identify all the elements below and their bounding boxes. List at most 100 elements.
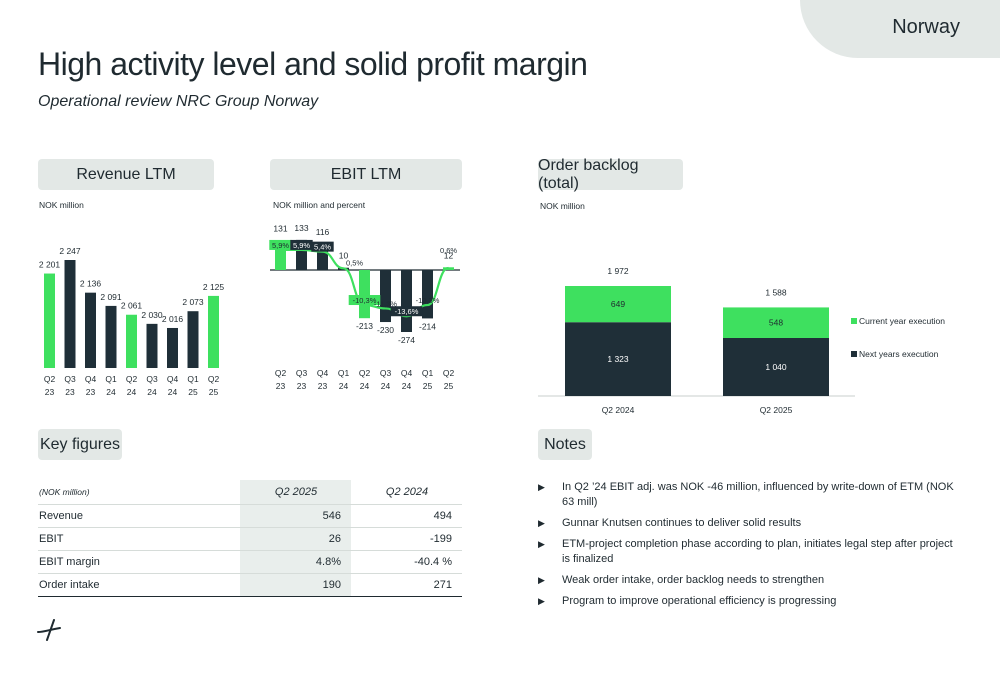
triangle-right-icon: ▶ [538,482,545,492]
revenue-tick-year: 24 [106,387,116,397]
ebit-margin-label: -10,3% [353,296,377,305]
revenue-bar [187,311,199,368]
ebit-tick-year: 23 [276,381,286,391]
ebit-value-label: -214 [419,321,436,331]
ebit-chart: 131 Q2 23 133 Q3 23 116 Q4 23 10 Q1 24 -213 Q2 24 -230 Q… [269,223,460,391]
ebit-margin-label-bg [390,306,423,317]
revenue-tick-quarter: Q3 [64,374,76,384]
list-item: ▶ Program to improve operational efficien… [538,594,958,609]
revenue-bar [85,292,96,368]
ebit-tick-year: 24 [339,381,349,391]
ebit-value-label: -274 [398,335,415,345]
revenue-tick-quarter: Q2 [126,374,138,384]
ebit-tick-year: 23 [297,381,307,391]
ebit-tick-quarter: Q3 [296,368,308,378]
ebit-tick-quarter: Q1 [422,368,434,378]
table-header-q2-2024: Q2 2024 [351,480,462,505]
revenue-tick-quarter: Q2 [44,374,56,384]
table-row: Revenue 546 494 [38,504,462,528]
backlog-bar-next-years [723,337,829,396]
corner-tab [800,0,1000,58]
country-label: Norway [892,16,960,38]
row-value-q2-2025: 4.8% [240,550,351,574]
revenue-tick-year: 23 [65,387,75,397]
ebit-section-header: EBIT LTM [270,159,462,190]
backlog-total-label: 1 588 [765,287,787,297]
revenue-bar [167,327,178,368]
row-value-q2-2024: -199 [351,527,462,551]
ebit-value-label: 10 [339,251,349,261]
table-header-q2-2025: Q2 2025 [240,480,351,505]
row-value-q2-2024: -40.4 % [351,550,462,574]
ebit-bar [401,270,412,332]
revenue-bar [126,314,137,368]
revenue-chart: 2 201 Q2 23 2 247 Q3 23 2 136 Q4 23 2 091 Q1 24 2 06… [39,246,225,397]
notes-list: ▶ In Q2 ’24 EBIT adj. was NOK -46 million… [538,480,958,615]
row-label: Order intake [38,573,240,597]
backlog-current-year-label: 548 [769,318,783,328]
ebit-value-label: -213 [356,321,373,331]
row-value-q2-2025: 26 [240,527,351,551]
revenue-bar [44,273,55,368]
ebit-tick-quarter: Q2 [359,368,371,378]
revenue-unit-label: NOK million [39,200,84,210]
table-header-label: (NOK million) [38,480,240,505]
revenue-section-header: Revenue LTM [38,159,214,190]
revenue-tick-year: 25 [188,387,198,397]
ebit-bar [359,270,370,319]
ebit-margin-label: 5,4% [314,243,331,252]
ebit-tick-quarter: Q4 [317,368,329,378]
row-label: EBIT [38,527,240,551]
revenue-value-label: 2 201 [39,260,61,270]
list-item: ▶ Gunnar Knutsen continues to deliver sol… [538,516,958,531]
ebit-bar [317,243,328,270]
backlog-bar-current-year [565,286,671,323]
table-row: EBIT 26 -199 [38,527,462,551]
note-text: Weak order intake, order backlog needs t… [562,574,825,586]
ebit-margin-label: -13,6% [395,307,419,316]
row-value-q2-2025: 190 [240,573,351,597]
ebit-value-label: 131 [273,223,287,233]
revenue-bar [208,295,219,368]
revenue-tick-year: 25 [209,387,219,397]
nrc-logo-icon [37,619,61,641]
page-title: High activity level and solid profit mar… [38,46,588,82]
row-label: Revenue [38,504,240,528]
triangle-right-icon: ▶ [538,596,545,606]
revenue-bar [146,323,158,368]
table-row: EBIT margin 4.8% -40.4 % [38,550,462,574]
ebit-tick-quarter: Q2 [443,368,455,378]
backlog-tick-label: Q2 2025 [760,405,793,415]
row-label: EBIT margin [38,550,240,574]
ebit-tick-year: 25 [444,381,454,391]
ebit-margin-label-bg [311,241,334,252]
backlog-bar-current-year [723,307,829,338]
revenue-tick-quarter: Q4 [85,374,97,384]
revenue-tick-year: 24 [127,387,137,397]
backlog-next-years-label: 1 040 [765,362,787,372]
ebit-margin-label: -10,3% [416,296,440,305]
revenue-bar [105,305,117,368]
legend-swatch-current-year [851,318,857,324]
backlog-chart: 1 323 649 1 972 Q2 2024 1 040 548 1 588 Q2 2025… [538,266,945,415]
ebit-margin-label-bg [290,239,313,250]
ebit-unit-label: NOK million and percent [273,200,366,210]
revenue-value-label: 2 016 [162,314,184,324]
backlog-bar-next-years [565,322,671,396]
ebit-value-label: 116 [316,227,330,237]
ebit-value-label: -230 [377,325,394,335]
ebit-bar [422,270,433,319]
row-value-q2-2025: 546 [240,504,351,528]
revenue-tick-quarter: Q4 [167,374,179,384]
revenue-value-label: 2 091 [100,292,122,302]
revenue-value-label: 2 073 [182,297,204,307]
page-subtitle: Operational review NRC Group Norway [38,93,319,110]
ebit-margin-label: 0,6% [440,246,457,255]
backlog-section-header: Order backlog (total) [538,157,683,192]
ebit-tick-quarter: Q2 [275,368,287,378]
notes-section-header: Notes [538,429,592,460]
revenue-value-label: 2 061 [121,301,143,311]
backlog-next-years-label: 1 323 [607,354,629,364]
table-header-row: (NOK million) Q2 2025 Q2 2024 [38,480,462,505]
ebit-tick-year: 23 [318,381,328,391]
